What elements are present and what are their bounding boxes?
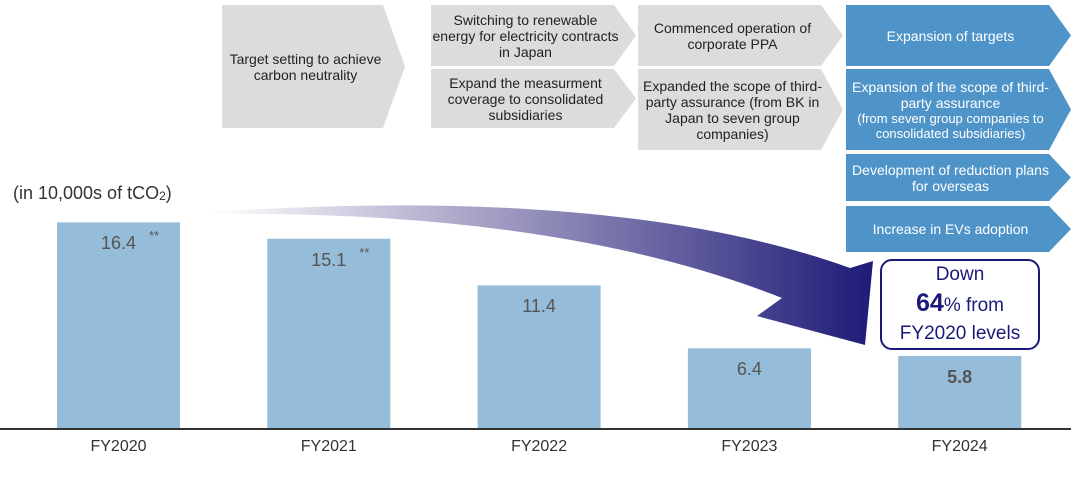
milestone-chevron (846, 206, 1071, 252)
milestone-fy2021: Target setting to achieve carbon neutral… (229, 50, 382, 83)
bar-value-label: 6.4 (736, 359, 762, 380)
bar-value-label: 5.8 (947, 366, 973, 387)
milestone-chevron (431, 5, 636, 66)
bar-FY2020 (57, 222, 180, 429)
milestone-chevron (638, 5, 843, 66)
milestone-fy2024-1: Expansion of targets (886, 27, 1015, 44)
milestone-fy2023-1: Commenced operation of corporate PPA (653, 19, 812, 52)
milestone-chevron (431, 69, 636, 128)
bar-FY2022 (477, 285, 601, 429)
callout-percent: 64 (916, 289, 944, 317)
bar-value-label: 11.4 (522, 296, 556, 317)
milestone-fy2022-2: Expand the measurment coverage to consol… (447, 74, 604, 123)
bar-value-label: 16.4 (100, 233, 137, 254)
milestone-chevron (638, 69, 843, 150)
x-tick-label: FY2022 (511, 438, 568, 455)
reduction-arrow (210, 205, 873, 345)
footnote-mark: ** (359, 244, 370, 260)
bar-FY2023 (687, 348, 811, 429)
milestone-subtext: (from seven group companies to consolida… (857, 110, 1044, 141)
footnote-mark: ** (149, 228, 160, 244)
reduction-callout: Down 64% from FY2020 levels (880, 259, 1040, 350)
milestone-fy2024-2: Expansion of the scope of third-party as… (846, 69, 1071, 150)
x-tick-label: FY2024 (931, 438, 988, 455)
bar-value-label: 15.1 (311, 249, 347, 270)
milestone-chevron (846, 154, 1071, 201)
milestone-chevron (846, 5, 1071, 66)
milestone-fy2024-3: Development of reduction plans for overs… (852, 161, 1049, 194)
unit-label: (in 10,000s of tCO2) (13, 183, 172, 203)
callout-line2: % from (943, 295, 1004, 316)
callout-line1: Down (935, 264, 985, 285)
milestone-chevron (222, 5, 405, 128)
callout-line3: FY2020 levels (899, 323, 1021, 344)
milestone-text: Expansion of the scope of third-party as… (852, 78, 1049, 111)
x-tick-label: FY2021 (300, 438, 357, 455)
bar-FY2024 (898, 355, 1022, 429)
x-tick-label: FY2020 (90, 438, 147, 455)
bar-FY2021 (267, 238, 391, 429)
milestone-chevron (846, 69, 1071, 150)
x-tick-label: FY2023 (721, 438, 778, 455)
milestone-fy2023-2: Expanded the scope of third-party assura… (642, 77, 822, 142)
milestone-fy2022-1: Switching to renewable energy for electr… (432, 11, 619, 60)
milestone-fy2024-4: Increase in EVs adoption (872, 221, 1029, 237)
